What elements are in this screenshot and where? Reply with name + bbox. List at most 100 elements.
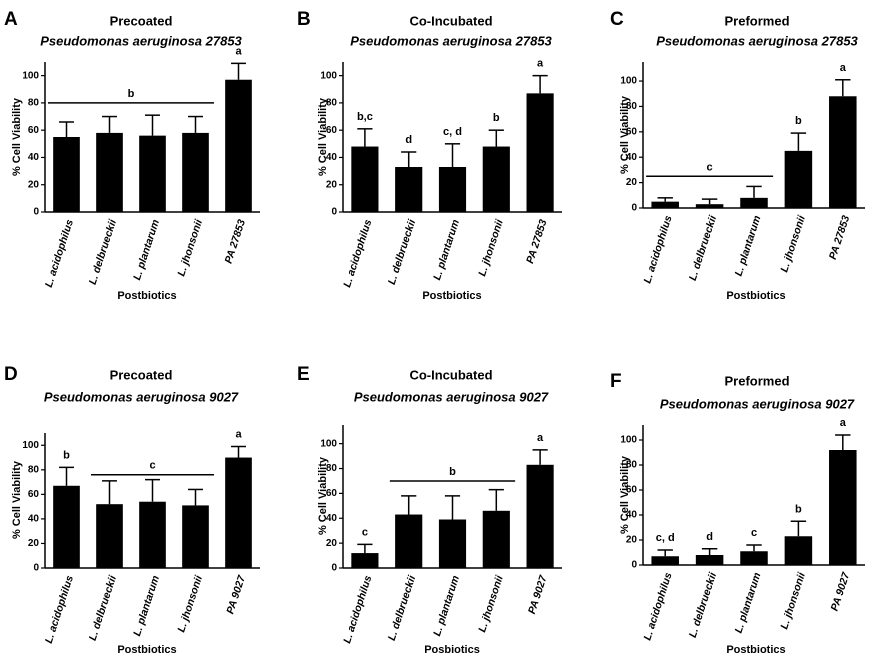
panel-letter: A <box>4 9 18 30</box>
bar <box>53 137 80 212</box>
x-axis-label: Posbiotics <box>424 644 480 656</box>
y-tick-label: 40 <box>626 152 638 163</box>
y-tick-label: 60 <box>326 488 338 499</box>
x-tick-label: L. delbrueckii <box>687 213 720 282</box>
y-tick-label: 0 <box>331 207 337 218</box>
bar <box>695 204 724 208</box>
y-tick-label: 20 <box>626 177 638 188</box>
y-axis-label: % Cell Viability <box>11 97 23 176</box>
x-axis-label: Postbiotics <box>726 290 785 302</box>
bar <box>438 167 467 212</box>
bar <box>96 504 123 568</box>
x-tick-label: L. delbrueckii <box>87 573 120 642</box>
y-tick-label: 0 <box>33 563 39 574</box>
significance-label: b <box>63 449 70 461</box>
significance-label: a <box>235 429 242 441</box>
panel-f: F Preformed Pseudomonas aeruginosa 9027 0 20… <box>610 371 865 656</box>
bar <box>182 132 209 212</box>
bar <box>351 553 379 568</box>
x-tick-label: PA 9027 <box>829 570 853 613</box>
y-tick-label: 80 <box>326 463 338 474</box>
bar <box>351 146 379 212</box>
x-tick-label: L. acidophilus <box>341 218 374 289</box>
y-tick-label: 40 <box>326 152 338 163</box>
y-tick-label: 0 <box>631 560 637 571</box>
x-tick-label: PA 27853 <box>827 214 853 261</box>
x-tick-label: L. plantarum <box>431 574 462 638</box>
panel-letter: F <box>610 371 622 392</box>
panel-letter: B <box>297 9 311 30</box>
x-tick-label: PA 27853 <box>223 218 249 265</box>
x-tick-label: L. delbrueckii <box>87 217 120 286</box>
significance-label: c <box>362 526 368 538</box>
y-tick-label: 100 <box>22 440 39 451</box>
y-tick-label: 60 <box>626 485 638 496</box>
y-tick-label: 80 <box>326 98 338 109</box>
x-tick-label: L. jhonsonii <box>476 573 506 634</box>
x-tick-label: L. jhonsonii <box>175 217 205 278</box>
bar <box>740 551 768 565</box>
x-tick-label: L. plantarum <box>431 218 462 282</box>
bar <box>139 135 166 212</box>
bar <box>182 505 209 568</box>
x-tick-label: L. plantarum <box>131 218 162 282</box>
y-tick-label: 100 <box>22 70 39 81</box>
significance-label: a <box>537 58 544 70</box>
y-axis-label: % Cell Viability <box>619 455 631 534</box>
y-tick-label: 20 <box>28 179 40 190</box>
significance-label: b <box>795 115 802 127</box>
bar <box>395 514 423 568</box>
chart-subtitle: Pseudomonas aeruginosa 27853 <box>40 33 242 48</box>
y-tick-label: 100 <box>320 70 337 81</box>
x-axis-label: Postbiotics <box>726 644 785 656</box>
chart-title: Preformed <box>724 373 789 388</box>
significance-group-label: b <box>449 466 456 478</box>
bar <box>395 167 423 212</box>
bar <box>225 79 252 213</box>
x-tick-label: L. acidophilus <box>641 214 674 285</box>
bar <box>526 464 554 568</box>
x-tick-label: L. delbrueckii <box>386 573 419 642</box>
y-axis-label: % Cell Viability <box>11 460 23 539</box>
panel-letter: E <box>297 364 310 385</box>
y-tick-label: 0 <box>331 563 337 574</box>
chart-subtitle: Pseudomonas aeruginosa 27853 <box>350 33 552 48</box>
y-axis-label: % Cell Viability <box>317 456 329 535</box>
y-tick-label: 20 <box>28 538 40 549</box>
y-tick-label: 0 <box>631 203 637 214</box>
bar <box>482 146 510 212</box>
x-tick-label: L. acidophilus <box>43 574 76 645</box>
chart-title: Co-Incubated <box>409 367 492 382</box>
x-tick-label: L. acidophilus <box>641 571 674 642</box>
x-tick-label: L. delbrueckii <box>687 570 720 639</box>
y-tick-label: 40 <box>28 514 40 525</box>
bar <box>139 501 166 568</box>
bar <box>482 510 510 568</box>
significance-label: a <box>537 432 544 444</box>
panel-letter: D <box>4 364 18 385</box>
y-tick-label: 100 <box>620 76 637 87</box>
y-tick-label: 80 <box>626 101 638 112</box>
chart-subtitle: Pseudomonas aeruginosa 9027 <box>44 389 239 404</box>
x-tick-label: L. jhonsonii <box>778 213 808 274</box>
significance-label: a <box>840 62 847 74</box>
bar <box>651 556 679 565</box>
chart-title: Precoated <box>110 367 173 382</box>
x-tick-label: PA 27853 <box>524 218 550 265</box>
significance-label: b <box>493 112 500 124</box>
y-tick-label: 20 <box>326 179 338 190</box>
significance-label: b,c <box>357 111 373 123</box>
x-tick-label: L. acidophilus <box>43 218 76 289</box>
x-tick-label: PA 9027 <box>224 573 248 616</box>
y-tick-label: 0 <box>33 207 39 218</box>
y-tick-label: 100 <box>320 438 337 449</box>
x-tick-label: L. plantarum <box>733 571 764 635</box>
x-tick-label: L. jhonsonii <box>476 217 506 278</box>
chart-title: Co-Incubated <box>409 13 492 28</box>
x-tick-label: L. plantarum <box>131 574 162 638</box>
chart-subtitle: Pseudomonas aeruginosa 9027 <box>660 396 855 411</box>
bar <box>526 93 554 212</box>
y-tick-label: 60 <box>28 125 40 136</box>
significance-label: c, d <box>656 532 675 544</box>
